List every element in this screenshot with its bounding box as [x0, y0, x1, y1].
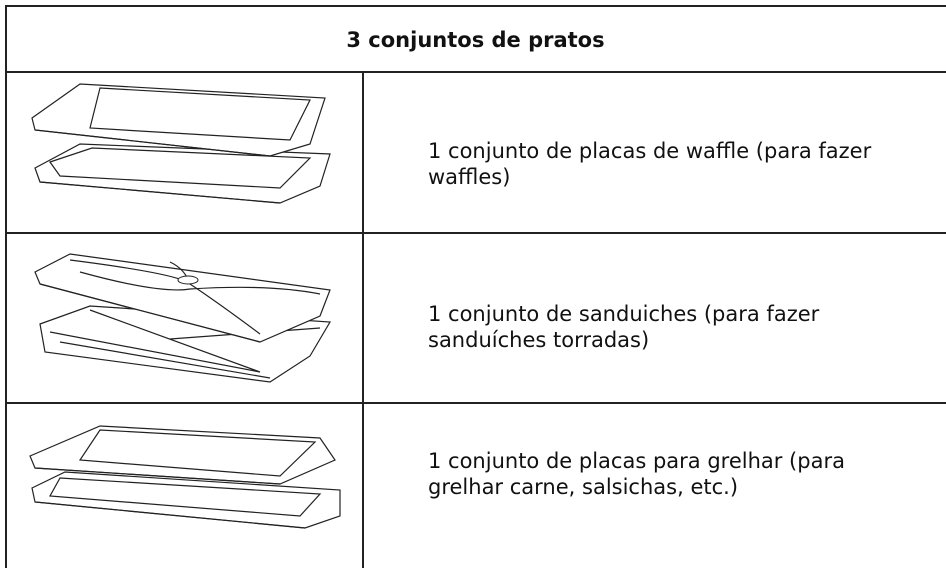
border — [362, 71, 364, 568]
border — [5, 5, 946, 7]
waffle-plates — [31, 83, 331, 204]
border — [5, 71, 946, 73]
border — [5, 5, 7, 568]
border — [5, 402, 946, 404]
border — [5, 232, 946, 234]
cell-text: 1 conjunto de placas de waffle (para faz… — [428, 139, 872, 189]
cell-text: 1 conjunto de sanduiches (para fazer san… — [428, 302, 820, 352]
table-header: 3 conjuntos de pratos — [346, 27, 605, 52]
sandwich-plates — [34, 253, 332, 383]
grill-plates — [29, 425, 341, 529]
cell-text: 1 conjunto de placas para grelhar (para … — [428, 449, 845, 499]
